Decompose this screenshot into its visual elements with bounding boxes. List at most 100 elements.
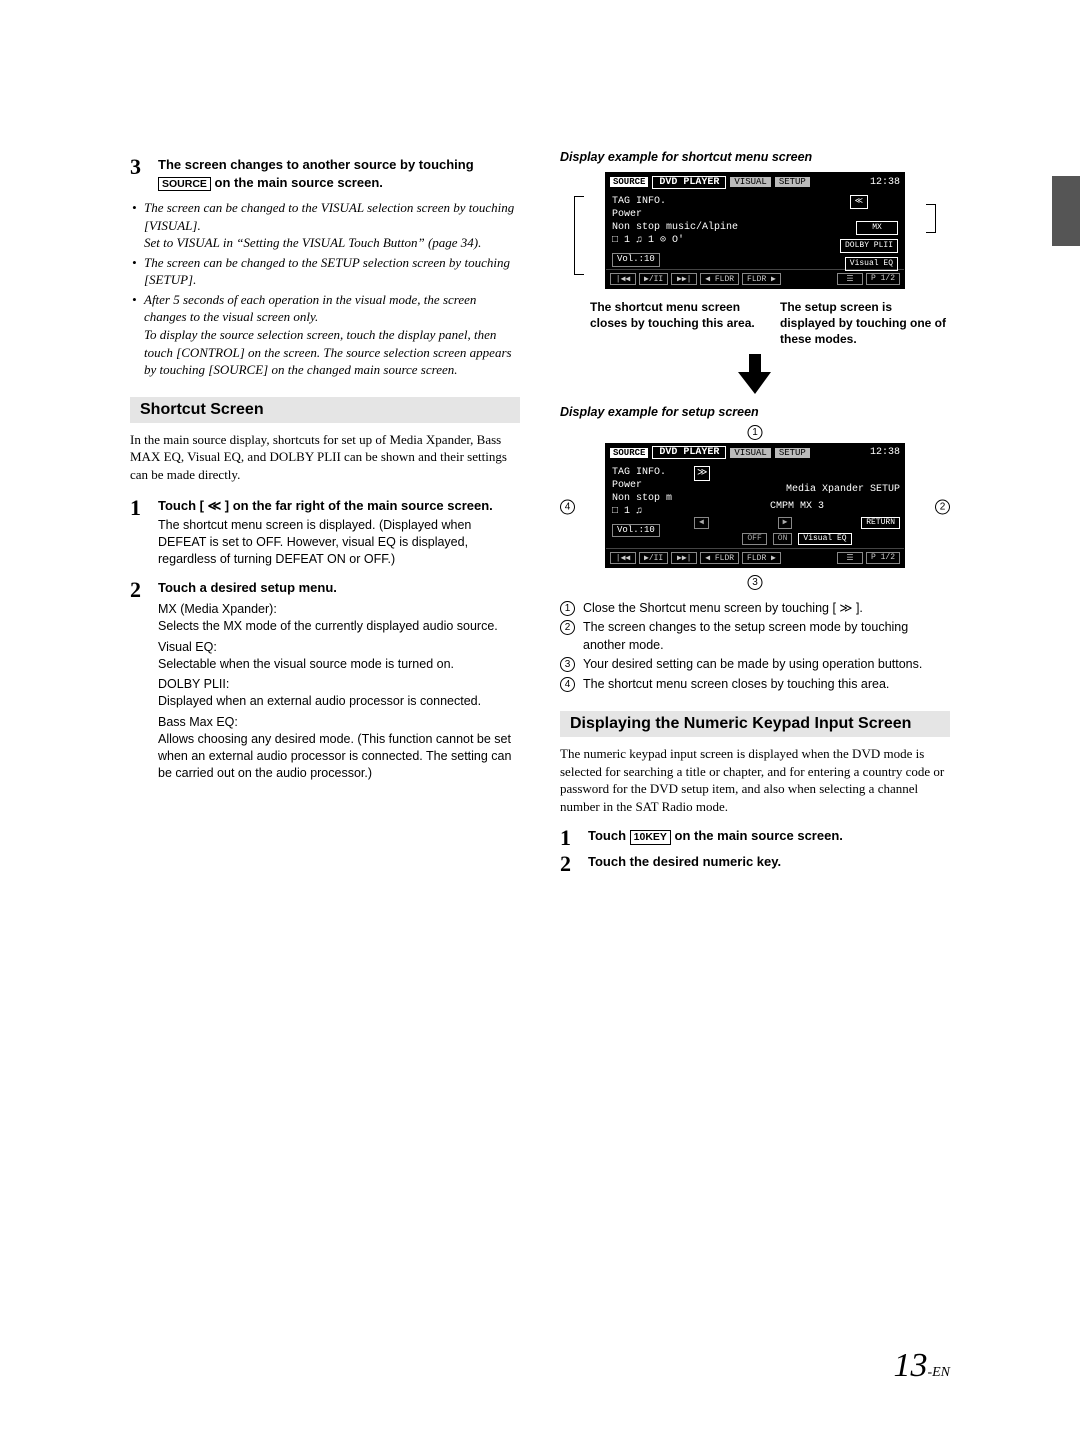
bracket-left: [574, 196, 584, 275]
bracket-right: [926, 204, 936, 233]
clock: 12:38: [870, 177, 900, 188]
player-setup: SOURCE DVD PLAYER VISUAL SETUP 12:38 TAG…: [605, 443, 905, 568]
page-content: 3 The screen changes to another source b…: [130, 150, 950, 875]
folder-next-button: FLDR ▶: [742, 273, 781, 285]
page-indicator: P 1/2: [866, 273, 900, 285]
collapse-icon: ≪: [850, 195, 868, 209]
step-desc: The shortcut menu screen is displayed. (…: [158, 517, 520, 568]
caption-shortcut-example: Display example for shortcut menu screen: [560, 150, 950, 164]
track-line1: Power: [612, 208, 898, 221]
annot-text: Close the Shortcut menu screen by touchi…: [583, 600, 863, 618]
note-item: The screen can be changed to the VISUAL …: [130, 199, 520, 252]
tenkey-keyword: 10KEY: [630, 830, 671, 845]
annot-3-icon: 3: [748, 575, 763, 590]
volume-indicator: Vol.:10: [612, 253, 660, 267]
annot-text: The screen changes to the setup screen m…: [583, 619, 950, 654]
annot-num: 3: [560, 657, 575, 672]
step-1: 1 Touch [ ≪ ] on the far right of the ma…: [130, 497, 520, 567]
player-titlebar: SOURCE DVD PLAYER VISUAL SETUP 12:38: [606, 444, 904, 462]
callout-right: The setup screen is displayed by touchin…: [780, 299, 950, 348]
keypad-step-1: 1 Touch 10KEY on the main source screen.: [560, 827, 950, 849]
play-pause-button: ▶/II: [639, 552, 668, 564]
visual-tab: VISUAL: [730, 177, 770, 187]
setup-panel-title: Media Xpander SETUP: [694, 483, 900, 496]
setup-panel: ≫ Media Xpander SETUP CMPM MX 3 ◀ ▶ RETU…: [694, 466, 900, 546]
dolby-button: DOLBY PLII: [840, 239, 898, 253]
menu-item-mx: MX (Media Xpander): Selects the MX mode …: [158, 601, 520, 635]
annot-2-icon: 2: [935, 500, 950, 515]
note-item: After 5 seconds of each operation in the…: [130, 291, 520, 379]
expand-icon: ≫: [694, 466, 710, 481]
setup-tab: SETUP: [775, 177, 810, 187]
page-number: 13-EN: [893, 1347, 950, 1385]
step-title: The screen changes to another source by …: [158, 156, 520, 191]
step-3: 3 The screen changes to another source b…: [130, 156, 520, 191]
keypad-heading: Displaying the Numeric Keypad Input Scre…: [560, 711, 950, 737]
page-edge-tab: [1052, 176, 1080, 246]
player-controls: |◀◀ ▶/II ▶▶| ◀ FLDR FLDR ▶ ☰ P 1/2: [606, 269, 904, 288]
source-keyword: SOURCE: [158, 177, 211, 192]
left-column: 3 The screen changes to another source b…: [130, 150, 520, 875]
visualeq-button: Visual EQ: [845, 257, 898, 271]
mx-button: MX: [856, 221, 898, 235]
annot-4-icon: 4: [560, 500, 575, 515]
keypad-intro: The numeric keypad input screen is displ…: [560, 745, 950, 815]
return-button: RETURN: [861, 517, 900, 529]
setup-mode: CMPM MX 3: [694, 500, 900, 513]
on-button: ON: [773, 533, 793, 545]
setup-tab: SETUP: [775, 448, 810, 458]
visualeq-chip: Visual EQ: [798, 533, 851, 545]
step-title: Touch the desired numeric key.: [588, 853, 950, 871]
step-title: Touch a desired setup menu.: [158, 579, 520, 597]
player-title: DVD PLAYER: [652, 176, 726, 189]
annot-num: 1: [560, 601, 575, 616]
next-button: ▶▶|: [671, 552, 697, 564]
down-arrow-icon: [560, 354, 950, 399]
shortcut-intro: In the main source display, shortcuts fo…: [130, 431, 520, 484]
annot-num: 2: [560, 620, 575, 635]
prev-button: |◀◀: [610, 552, 636, 564]
folder-prev-button: ◀ FLDR: [700, 273, 739, 285]
folder-next-button: FLDR ▶: [742, 552, 781, 564]
step-number: 1: [130, 497, 148, 567]
right-column: Display example for shortcut menu screen…: [560, 150, 950, 875]
arrow-left-icon: ◀: [694, 517, 709, 529]
play-pause-button: ▶/II: [639, 273, 668, 285]
step-number: 2: [560, 853, 578, 875]
player-titlebar: SOURCE DVD PLAYER VISUAL SETUP 12:38: [606, 173, 904, 191]
annot-1-icon: 1: [748, 425, 763, 440]
step-number: 3: [130, 156, 148, 191]
player-controls: |◀◀ ▶/II ▶▶| ◀ FLDR FLDR ▶ ☰ P 1/2: [606, 548, 904, 567]
annotation-list: 1 Close the Shortcut menu screen by touch…: [560, 600, 950, 694]
menu-item-visualeq: Visual EQ: Selectable when the visual so…: [158, 639, 520, 673]
source-badge: SOURCE: [610, 448, 648, 458]
menu-item-dolby: DOLBY PLII: Displayed when an external a…: [158, 676, 520, 710]
list-button: ☰: [837, 273, 863, 285]
step-2: 2 Touch a desired setup menu. MX (Media …: [130, 579, 520, 781]
note-item: The screen can be changed to the SETUP s…: [130, 254, 520, 289]
menu-item-bassmax: Bass Max EQ: Allows choosing any desired…: [158, 714, 520, 782]
player-title: DVD PLAYER: [652, 446, 726, 459]
caption-setup-example: Display example for setup screen: [560, 405, 950, 419]
folder-prev-button: ◀ FLDR: [700, 552, 739, 564]
off-button: OFF: [742, 533, 766, 545]
step-number: 1: [560, 827, 578, 849]
player-shortcut: SOURCE DVD PLAYER VISUAL SETUP 12:38 TAG…: [605, 172, 905, 289]
annot-text: Your desired setting can be made by usin…: [583, 656, 922, 674]
step-title: Touch 10KEY on the main source screen.: [588, 827, 950, 845]
annot-num: 4: [560, 677, 575, 692]
arrow-right-icon: ▶: [778, 517, 793, 529]
keypad-step-2: 2 Touch the desired numeric key.: [560, 853, 950, 875]
volume-indicator: Vol.:10: [612, 524, 660, 538]
step-title: Touch [ ≪ ] on the far right of the main…: [158, 497, 520, 515]
page-indicator: P 1/2: [866, 552, 900, 564]
clock: 12:38: [870, 447, 900, 458]
source-badge: SOURCE: [610, 177, 648, 187]
list-button: ☰: [837, 552, 863, 564]
visual-tab: VISUAL: [730, 448, 770, 458]
next-button: ▶▶|: [671, 273, 697, 285]
notes-list: The screen can be changed to the VISUAL …: [130, 199, 520, 378]
shortcut-heading: Shortcut Screen: [130, 397, 520, 423]
annot-text: The shortcut menu screen closes by touch…: [583, 676, 889, 694]
step-number: 2: [130, 579, 148, 781]
